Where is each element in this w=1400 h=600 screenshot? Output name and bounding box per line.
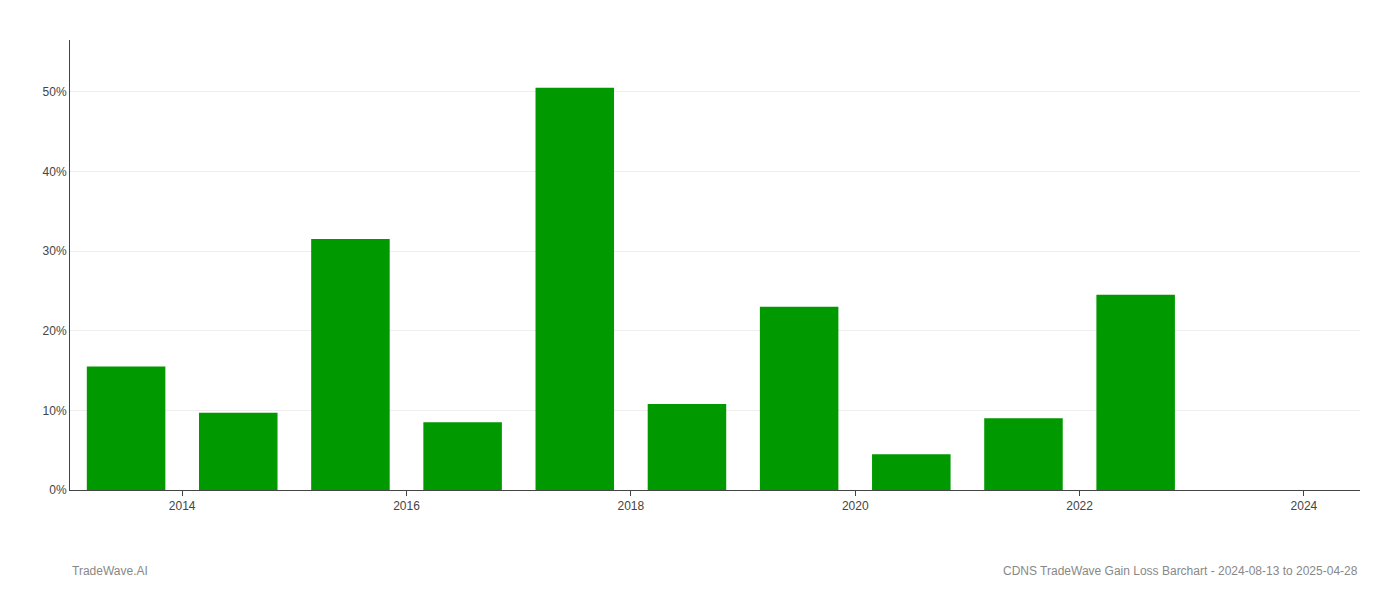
svg-text:2024: 2024: [1291, 499, 1318, 513]
svg-text:40%: 40%: [43, 165, 67, 179]
svg-text:2022: 2022: [1066, 499, 1093, 513]
svg-text:TradeWave.AI: TradeWave.AI: [72, 564, 148, 578]
svg-text:10%: 10%: [43, 404, 67, 418]
svg-text:2018: 2018: [618, 499, 645, 513]
svg-text:2020: 2020: [842, 499, 869, 513]
svg-text:2016: 2016: [393, 499, 420, 513]
svg-text:2014: 2014: [169, 499, 196, 513]
svg-text:50%: 50%: [43, 85, 67, 99]
svg-text:CDNS TradeWave Gain Loss Barch: CDNS TradeWave Gain Loss Barchart - 2024…: [1003, 564, 1358, 578]
svg-text:0%: 0%: [49, 483, 67, 497]
svg-text:30%: 30%: [43, 244, 67, 258]
svg-text:20%: 20%: [43, 324, 67, 338]
